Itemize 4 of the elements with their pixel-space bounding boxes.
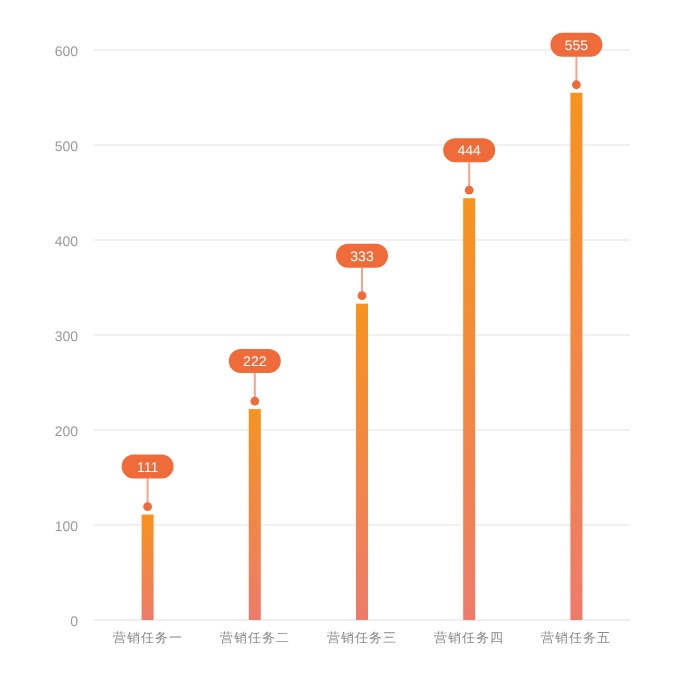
bar bbox=[356, 303, 368, 620]
bar bbox=[141, 514, 154, 620]
bar bbox=[248, 409, 261, 620]
bar bbox=[463, 198, 476, 620]
